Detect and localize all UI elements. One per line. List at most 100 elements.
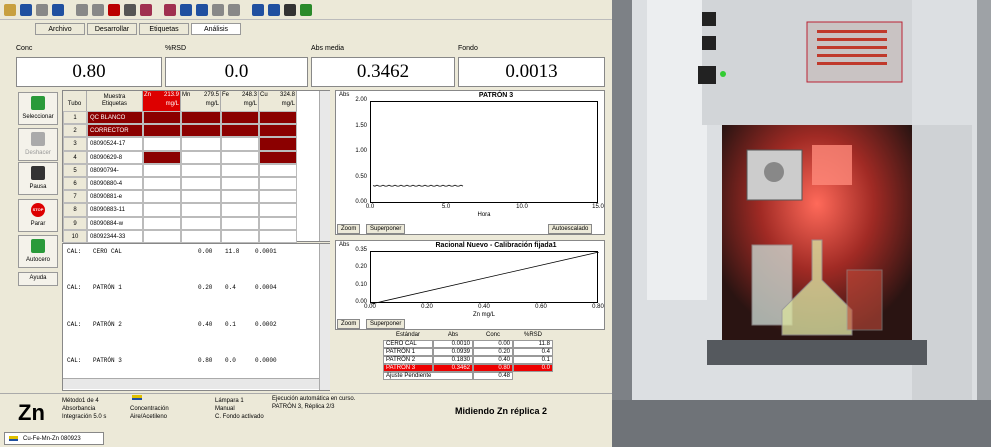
toolbar-button[interactable] (164, 4, 176, 16)
toolbar-button[interactable] (212, 4, 224, 16)
toolbar-button[interactable] (108, 4, 120, 16)
table-cell[interactable] (181, 203, 221, 216)
table-cell[interactable] (221, 190, 259, 203)
table-cell[interactable]: 5 (63, 164, 87, 177)
chart-button[interactable]: Superponer (366, 224, 405, 234)
table-cell[interactable] (181, 137, 221, 150)
tab[interactable]: Etiquetas (139, 23, 189, 35)
table-cell[interactable] (181, 124, 221, 137)
side-button[interactable]: Ayuda (18, 272, 58, 286)
table-cell[interactable]: 9 (63, 217, 87, 230)
toolbar-button[interactable] (140, 4, 152, 16)
toolbar-button[interactable] (284, 4, 296, 16)
toolbar-button[interactable] (52, 4, 64, 16)
table-cell[interactable] (143, 124, 181, 137)
table-cell[interactable] (181, 177, 221, 190)
tab[interactable]: Desarrollar (87, 23, 137, 35)
toolbar-button[interactable] (228, 4, 240, 16)
table-cell[interactable] (221, 164, 259, 177)
toolbar-button[interactable] (196, 4, 208, 16)
table-cell[interactable] (259, 124, 297, 137)
table-cell[interactable]: 08092344-33 (87, 230, 143, 243)
table-cell[interactable] (143, 203, 181, 216)
table-cell[interactable] (143, 190, 181, 203)
side-button[interactable]: Deshacer (18, 128, 58, 161)
table-cell[interactable] (181, 230, 221, 243)
toolbar-button[interactable] (268, 4, 280, 16)
chart-button[interactable]: Zoom (337, 319, 360, 329)
table-cell[interactable] (181, 190, 221, 203)
table-cell[interactable] (143, 217, 181, 230)
table-cell[interactable] (259, 230, 297, 243)
table-cell[interactable]: 8 (63, 203, 87, 216)
chart-button[interactable]: Autoescalado (548, 224, 592, 234)
table-cell[interactable]: 2 (63, 124, 87, 137)
table-cell[interactable]: 3 (63, 137, 87, 150)
table-cell[interactable] (221, 137, 259, 150)
table-cell[interactable]: 08090881-e (87, 190, 143, 203)
table-cell[interactable]: CORRECTOR (87, 124, 143, 137)
table-cell[interactable] (221, 151, 259, 164)
table-cell[interactable] (143, 164, 181, 177)
side-button[interactable]: Pausa (18, 162, 58, 195)
table-cell[interactable] (259, 217, 297, 230)
table-cell[interactable] (143, 230, 181, 243)
toolbar-button[interactable] (180, 4, 192, 16)
table-cell[interactable] (259, 111, 297, 124)
toolbar-button[interactable] (124, 4, 136, 16)
toolbar-button[interactable] (76, 4, 88, 16)
tab[interactable]: Archivo (35, 23, 85, 35)
table-cell[interactable]: 08090880-4 (87, 177, 143, 190)
side-button[interactable]: Seleccionar (18, 92, 58, 125)
table-cell[interactable] (221, 124, 259, 137)
table-cell[interactable] (181, 151, 221, 164)
table-cell[interactable] (259, 137, 297, 150)
table-cell[interactable]: 7 (63, 190, 87, 203)
table-cell[interactable] (181, 164, 221, 177)
toolbar-button[interactable] (4, 4, 16, 16)
table-cell[interactable] (259, 190, 297, 203)
table-cell[interactable] (221, 230, 259, 243)
scrollbar-h[interactable] (63, 378, 319, 389)
table-cell[interactable]: QC BLANCO (87, 111, 143, 124)
table-cell[interactable] (221, 217, 259, 230)
table-cell[interactable] (181, 111, 221, 124)
toolbar-button[interactable] (36, 4, 48, 16)
table-cell[interactable] (181, 217, 221, 230)
chart-button[interactable]: Zoom (337, 224, 360, 234)
table-cell[interactable]: 6 (63, 177, 87, 190)
toolbar-button[interactable] (252, 4, 264, 16)
chart-button[interactable]: Superponer (366, 319, 405, 329)
table-cell[interactable] (259, 151, 297, 164)
table-cell[interactable] (259, 203, 297, 216)
toolbar-button[interactable] (20, 4, 32, 16)
scrollbar[interactable] (319, 244, 330, 390)
table-cell[interactable] (143, 151, 181, 164)
toolbar-button[interactable] (300, 4, 312, 16)
table-cell[interactable] (259, 164, 297, 177)
table-cell[interactable]: 1 (63, 111, 87, 124)
file-tab[interactable]: Cu-Fe-Mn-Zn 080923 (4, 432, 104, 445)
table-cell[interactable]: 08090884-w (87, 217, 143, 230)
toolbar-button[interactable] (92, 4, 104, 16)
table-cell[interactable] (221, 177, 259, 190)
table-cell[interactable] (143, 177, 181, 190)
table-cell[interactable]: 4 (63, 151, 87, 164)
scrollbar[interactable] (319, 91, 330, 241)
tab[interactable]: Análisis (191, 23, 241, 35)
table-cell[interactable] (143, 111, 181, 124)
table-cell[interactable]: 08090883-11 (87, 203, 143, 216)
table-cell[interactable]: 08090629-8 (87, 151, 143, 164)
table-cell[interactable] (221, 203, 259, 216)
table-cell[interactable] (143, 137, 181, 150)
table-cell[interactable]: 08090524-17 (87, 137, 143, 150)
table-cell[interactable] (259, 177, 297, 190)
table-cell[interactable]: 08090794- (87, 164, 143, 177)
table-cell[interactable] (221, 111, 259, 124)
table-cell[interactable]: 10 (63, 230, 87, 243)
